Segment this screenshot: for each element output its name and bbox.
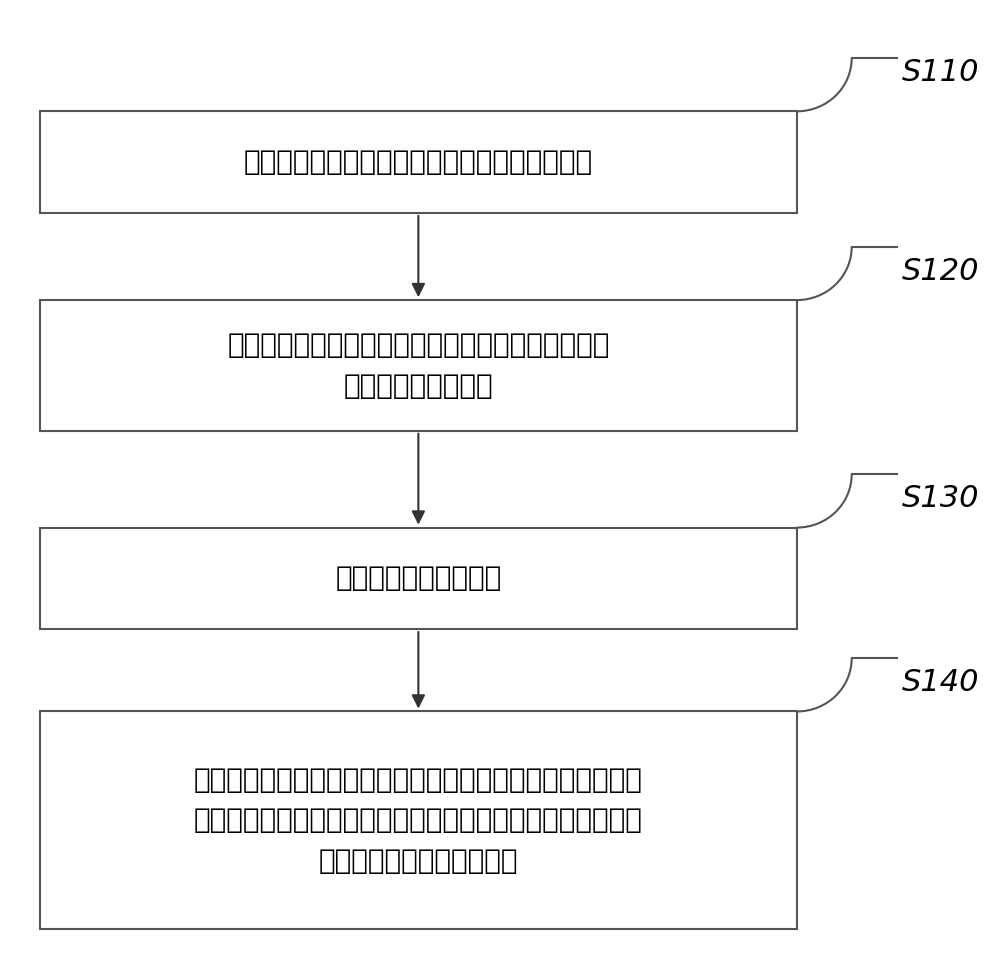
Text: 利用当前帧和当前帧的参考帧之间的距离，以及同位帧和同位: 利用当前帧和当前帧的参考帧之间的距离，以及同位帧和同位 — [194, 766, 643, 794]
Bar — [40, 528, 797, 629]
Text: 获取同位块的运动矢量: 获取同位块的运动矢量 — [335, 564, 501, 592]
Text: S110: S110 — [901, 58, 979, 87]
Text: S130: S130 — [901, 484, 979, 513]
Text: S140: S140 — [901, 668, 979, 697]
Bar — [40, 300, 797, 431]
Text: 按照预设方法确定当前编码块的至少一个同位帧: 按照预设方法确定当前编码块的至少一个同位帧 — [244, 148, 593, 176]
Text: 按照当前编码块的候选位置块的搜索顺序在同位帧中: 按照当前编码块的候选位置块的搜索顺序在同位帧中 — [227, 331, 610, 359]
Text: S120: S120 — [901, 257, 979, 286]
Text: 当前编码块的时域运动矢量: 当前编码块的时域运动矢量 — [319, 847, 518, 875]
Bar — [40, 711, 797, 929]
Bar — [40, 111, 797, 213]
Text: 帧的参考帧之间的距离，对同位块的运动矢量进行缩放，得到: 帧的参考帧之间的距离，对同位块的运动矢量进行缩放，得到 — [194, 806, 643, 834]
Text: 确定至少一个同位块: 确定至少一个同位块 — [344, 372, 493, 400]
